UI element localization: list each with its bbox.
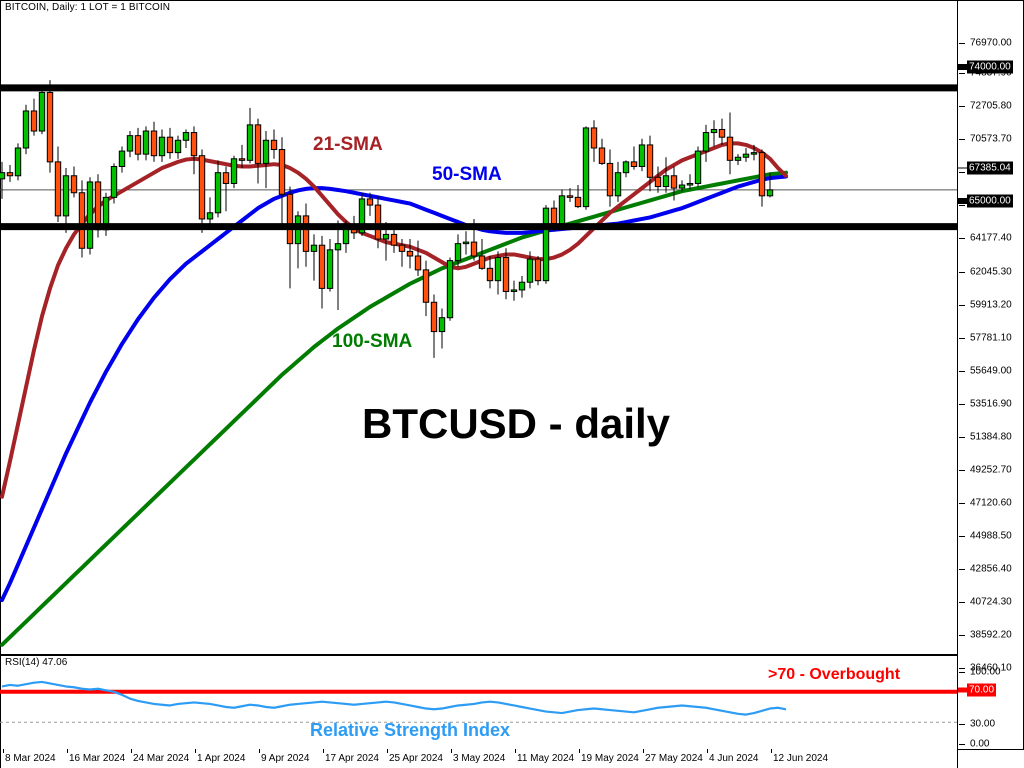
price-tick-label: 47120.60: [970, 497, 1012, 509]
price-tick-mark: [959, 371, 965, 372]
date-tick-mark: [579, 749, 580, 753]
date-tick-mark: [771, 749, 772, 753]
date-tick-mark: [3, 749, 4, 753]
price-tick-mark: [959, 272, 965, 273]
rsi-overbought-marker: [958, 687, 970, 693]
rsi-tick-label: 0.00: [970, 738, 990, 750]
date-tick-mark: [643, 749, 644, 753]
rsi-tick-label: 100.00: [970, 666, 1001, 678]
annotation-50-sma: 50-SMA: [432, 164, 502, 185]
date-tick-mark: [323, 749, 324, 753]
date-tick-mark: [131, 749, 132, 753]
price-tick-mark: [959, 404, 965, 405]
price-tick-mark: [959, 43, 965, 44]
price-tick-label: 51384.80: [970, 431, 1012, 443]
date-tick-label: 27 May 2024: [645, 753, 703, 764]
annotation-21-sma: 21-SMA: [313, 134, 383, 155]
price-tick-mark: [959, 305, 965, 306]
current-price-label: 67385.04: [967, 161, 1013, 175]
date-tick-label: 16 Mar 2024: [69, 753, 126, 764]
price-tick-label: 62045.30: [970, 266, 1012, 278]
current-price-marker: [958, 167, 967, 169]
price-level-label: 65000.00: [967, 194, 1013, 208]
annotation-rsi-name: Relative Strength Index: [310, 720, 511, 740]
date-tick-label: 12 Jun 2024: [773, 753, 829, 764]
date-tick-mark: [387, 749, 388, 753]
rsi-tick-mark: [959, 724, 965, 725]
price-tick-label: 76970.00: [970, 37, 1012, 49]
level-marker: [958, 198, 970, 204]
annotation-chart-title: BTCUSD - daily: [362, 400, 671, 447]
price-tick-label: 42856.40: [970, 563, 1012, 575]
chart-symbol-header: BITCOIN, Daily: 1 LOT = 1 BITCOIN: [5, 2, 171, 13]
price-tick-label: 70573.70: [970, 133, 1012, 145]
rsi-chart-canvas: [0, 680, 957, 723]
date-tick-label: 19 May 2024: [581, 753, 639, 764]
price-tick-label: 53516.90: [970, 398, 1012, 410]
price-tick-label: 57781.10: [970, 332, 1012, 344]
sma50-line: [0, 174, 788, 603]
price-tick-mark: [959, 668, 965, 669]
price-tick-label: 59913.20: [970, 299, 1012, 311]
candlestick-series: [0, 80, 774, 358]
price-tick-mark: [959, 503, 965, 504]
price-tick-mark: [959, 139, 965, 140]
price-tick-mark: [959, 569, 965, 570]
date-tick-label: 8 Mar 2024: [5, 753, 56, 764]
price-tick-mark: [959, 106, 965, 107]
price-tick-mark: [959, 172, 965, 173]
annotation-overbought: >70 - Overbought: [768, 666, 901, 683]
date-tick-mark: [259, 749, 260, 753]
time-axis[interactable]: 8 Mar 2024 16 Mar 2024 24 Mar 2024 1 Apr 20…: [0, 749, 958, 768]
price-tick-label: 72705.80: [970, 100, 1012, 112]
sma100-line: [0, 170, 788, 647]
price-tick-label: 55649.00: [970, 365, 1012, 377]
price-chart-panel[interactable]: [0, 0, 958, 655]
date-tick-label: 1 Apr 2024: [197, 753, 246, 764]
rsi-tick-mark: [959, 672, 965, 673]
rsi-tick-mark: [959, 744, 965, 745]
rsi-tick-label: 30.00: [970, 718, 996, 730]
price-tick-label: 36460.10: [970, 662, 1012, 674]
date-tick-mark: [195, 749, 196, 753]
date-tick-label: 4 Jun 2024: [709, 753, 759, 764]
price-tick-mark: [959, 635, 965, 636]
annotation-100-sma: 100-SMA: [332, 331, 413, 352]
price-tick-mark: [959, 338, 965, 339]
level-marker: [958, 64, 970, 70]
date-tick-label: 11 May 2024: [517, 753, 575, 764]
date-tick-label: 9 Apr 2024: [261, 753, 310, 764]
price-tick-mark: [959, 437, 965, 438]
price-tick-label: 40724.30: [970, 596, 1012, 608]
price-chart-canvas: [0, 80, 957, 647]
date-tick-mark: [515, 749, 516, 753]
price-tick-mark: [959, 470, 965, 471]
date-tick-mark: [707, 749, 708, 753]
price-level-label: 74000.00: [967, 60, 1013, 74]
rsi-overbought-label: 70.00: [967, 683, 997, 697]
price-level-lines: [0, 84, 957, 231]
price-tick-mark: [959, 238, 965, 239]
rsi-value-header: RSI(14) 47.06: [5, 657, 68, 668]
price-tick-label: 64177.40: [970, 232, 1012, 244]
price-tick-mark: [959, 73, 965, 74]
price-tick-mark: [959, 602, 965, 603]
date-tick-label: 24 Mar 2024: [133, 753, 190, 764]
price-tick-label: 44988.50: [970, 530, 1012, 542]
price-tick-label: 49252.70: [970, 464, 1012, 476]
date-tick-label: 17 Apr 2024: [325, 753, 379, 764]
price-tick-mark: [959, 536, 965, 537]
date-tick-mark: [451, 749, 452, 753]
date-tick-mark: [67, 749, 68, 753]
price-tick-mark: [959, 205, 965, 206]
date-tick-label: 25 Apr 2024: [389, 753, 443, 764]
price-scale[interactable]: 76970.0074837.9072705.8070573.7068441.60…: [957, 0, 1024, 750]
date-tick-label: 3 May 2024: [453, 753, 506, 764]
rsi-line: [1, 680, 787, 716]
price-tick-label: 38592.20: [970, 629, 1012, 641]
